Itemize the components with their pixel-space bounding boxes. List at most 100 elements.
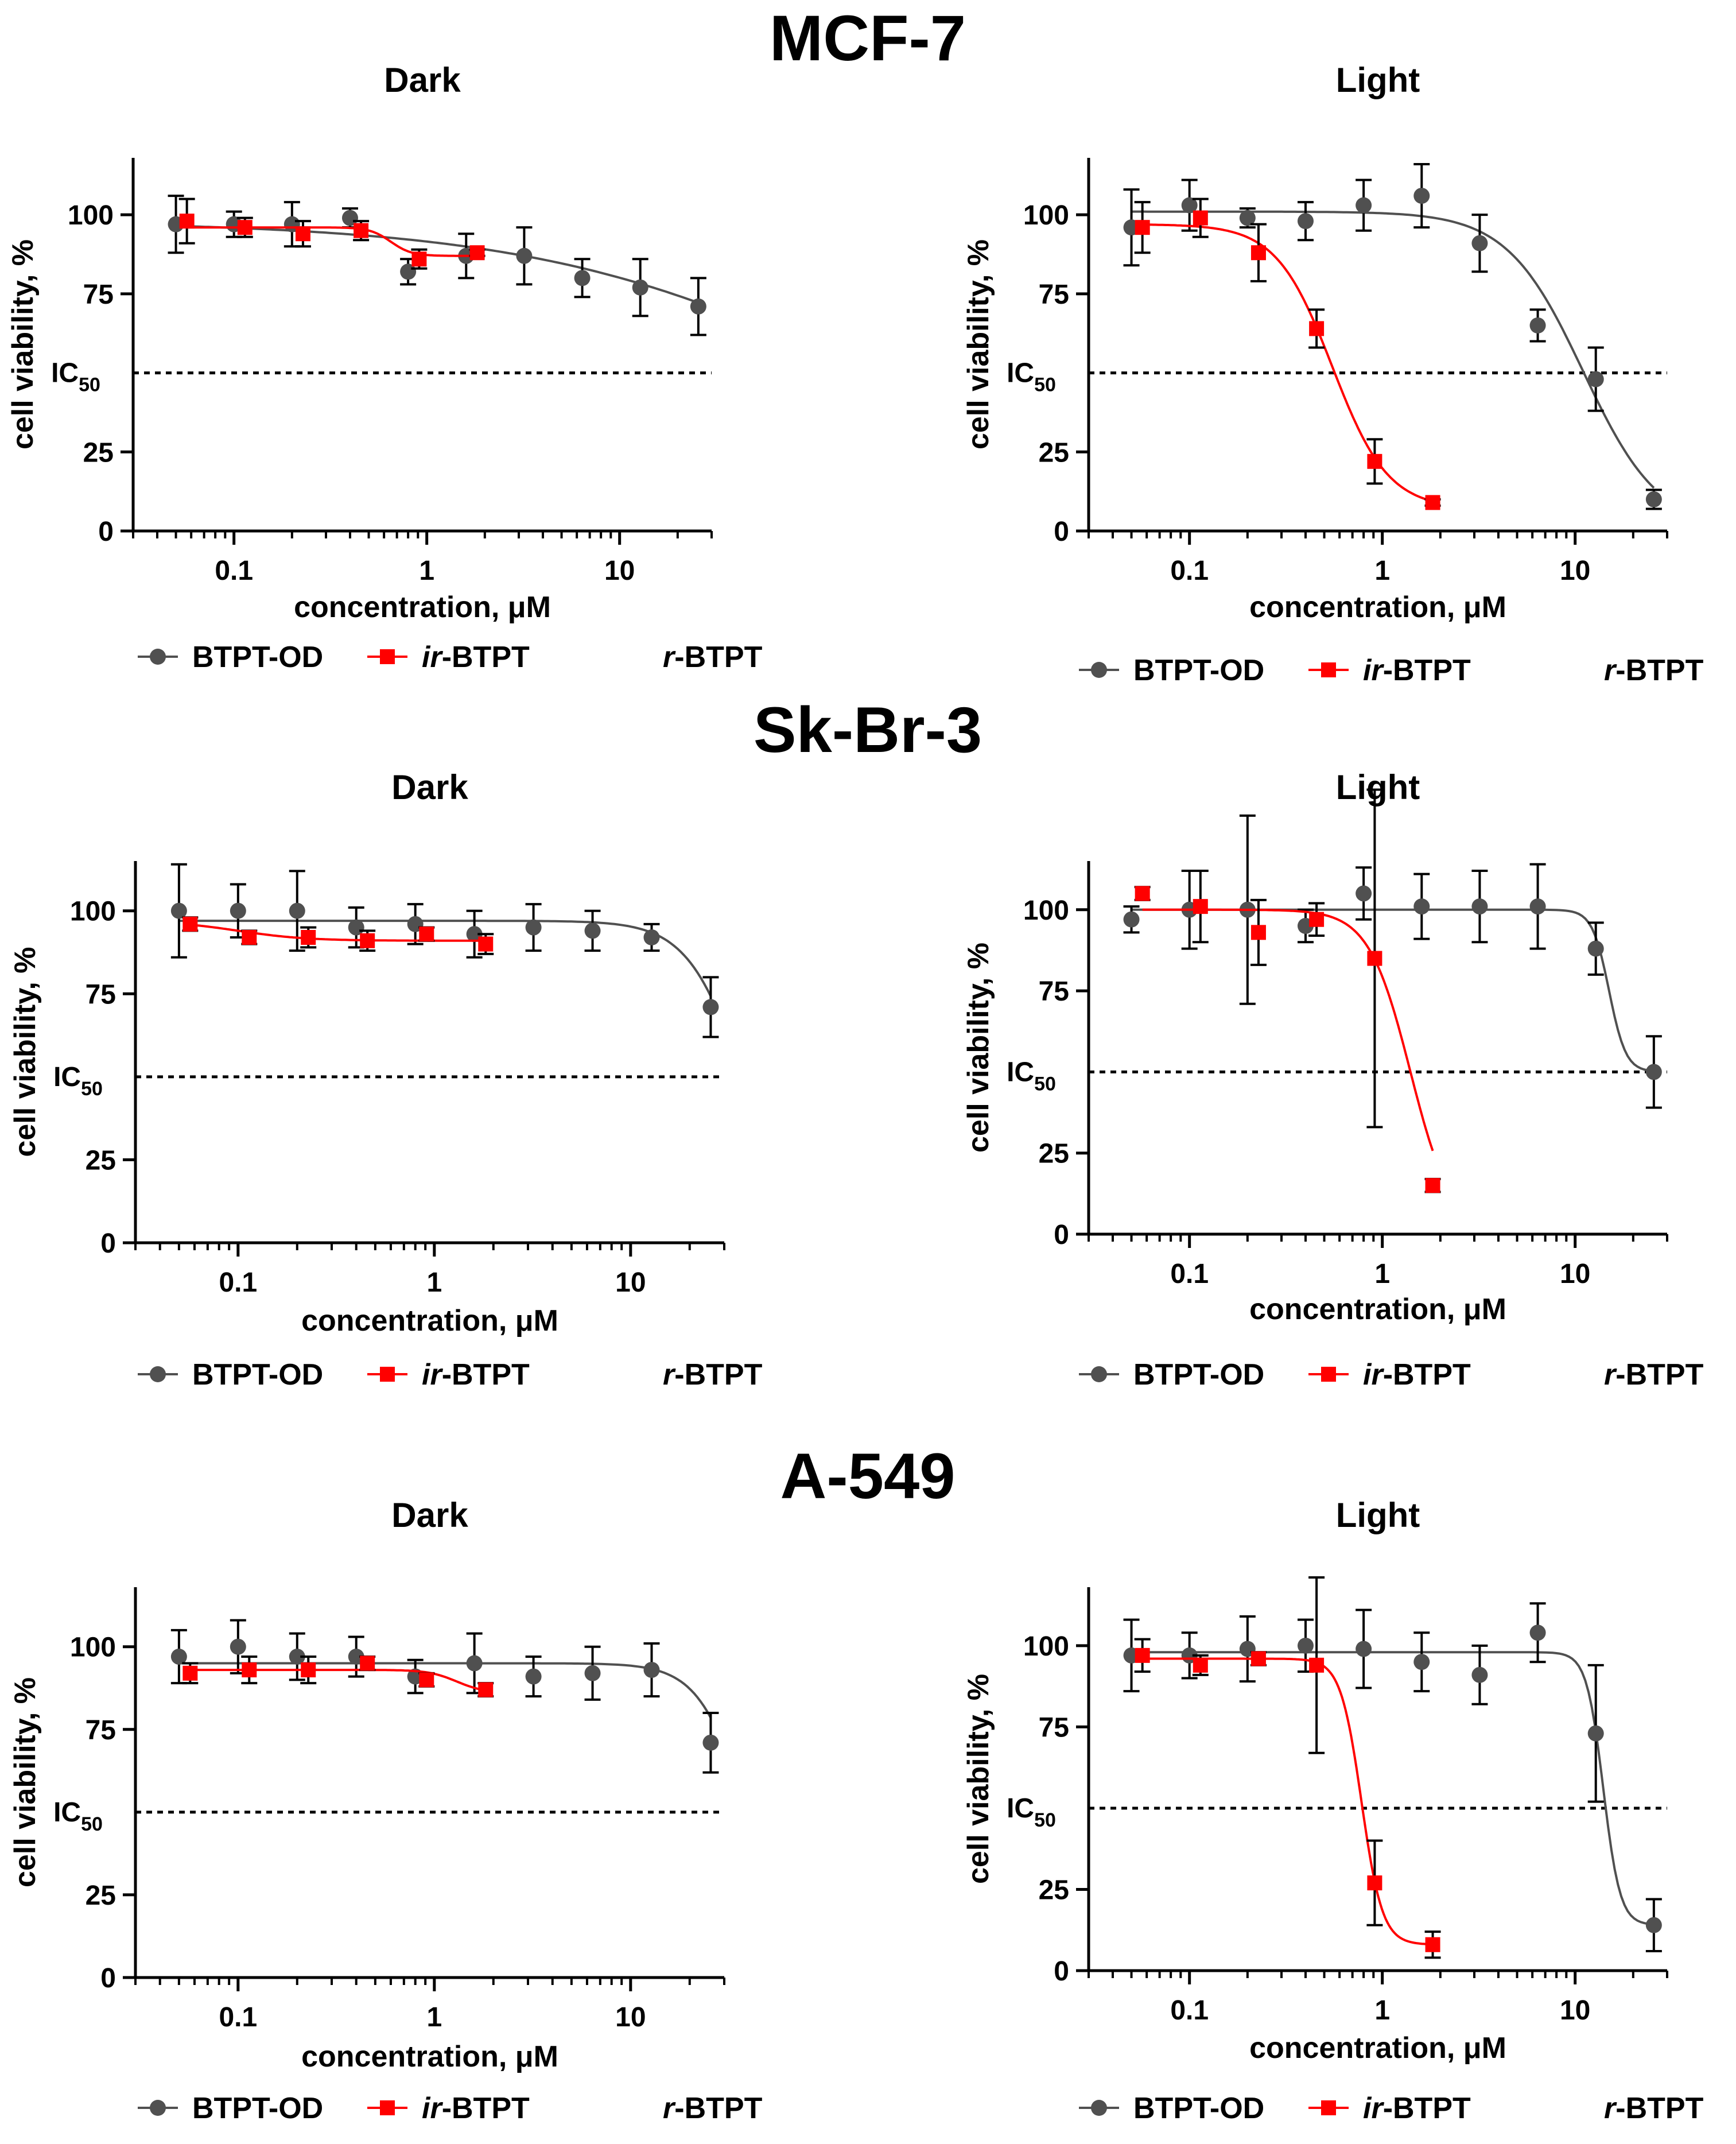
data-point (295, 226, 310, 242)
data-point (1239, 210, 1256, 226)
y-axis-label: cell viability, % (9, 947, 42, 1157)
x-tick-label: 10 (1560, 1259, 1590, 1289)
panel-title: Light (1336, 1496, 1420, 1534)
y-tick-label: 100 (68, 200, 114, 231)
fit-curve (1131, 908, 1655, 1072)
data-point (1135, 220, 1150, 235)
panel-title: Light (1336, 768, 1420, 807)
data-point (1193, 210, 1208, 226)
x-tick-label: 10 (1560, 556, 1590, 586)
panel-title: Light (1336, 61, 1420, 99)
chart-panel-mcf7-dark: Dark 0 25 75 100 IC50 0.1 1 10 concentration, μM c… (6, 61, 763, 674)
chart-panel-skbr3-light: Light 0 25 75 100 IC50 0.1 1 10 concentration, μM… (962, 768, 1704, 1391)
y-tick-label: 75 (86, 979, 116, 1010)
panel-title: Dark (384, 61, 461, 99)
data-point (1471, 235, 1488, 251)
series-ir-btpt (182, 916, 494, 955)
ic50-label: IC50 (53, 1797, 103, 1835)
x-axis-label: concentration, μM (294, 591, 551, 624)
legend-label-rest: -BTPT (674, 641, 762, 674)
legend-marker (1091, 662, 1107, 678)
ic50-subscript: 50 (81, 1078, 103, 1100)
data-point (411, 251, 427, 267)
data-point (289, 902, 305, 919)
data-point (1135, 1647, 1150, 1663)
chart-panel-mcf7-light: Light 0 25 75 100 IC50 0.1 1 10 concentration, μM… (962, 61, 1704, 687)
cell-line-title-a549: A-549 (780, 1440, 955, 1512)
data-point (1193, 899, 1208, 914)
legend-label: r-BTPT (1604, 1358, 1704, 1391)
x-tick-label: 1 (1374, 556, 1390, 586)
y-tick-label: 100 (1023, 1631, 1069, 1662)
data-point (182, 916, 198, 932)
data-point (1529, 1625, 1546, 1641)
fit-curve (1142, 1657, 1433, 1946)
fit-curve (190, 923, 486, 942)
x-axis-label: concentration, μM (1249, 591, 1506, 624)
legend-label: r-BTPT (1604, 654, 1704, 687)
y-tick-label: 25 (86, 1145, 116, 1176)
legend-label-rest: -BTPT (1383, 1358, 1471, 1391)
x-tick-label: 0.1 (219, 1267, 257, 1298)
legend-label-rest: -BTPT (1383, 2092, 1471, 2125)
y-tick-label: 100 (1023, 895, 1069, 926)
series-ir-btpt (1134, 788, 1441, 1193)
x-axis-label: concentration, μM (301, 2040, 558, 2073)
y-axis-label: cell viability, % (6, 239, 40, 449)
fit-curve (178, 1662, 712, 1719)
legend-label: BTPT-OD (192, 1358, 323, 1391)
y-tick-label: 25 (1039, 437, 1069, 468)
series-ir-btpt (182, 1656, 494, 1698)
x-tick-label: 10 (604, 556, 635, 586)
legend-label: ir-BTPT (422, 1358, 530, 1391)
legend-label: BTPT-OD (192, 641, 323, 674)
data-point (1529, 317, 1546, 334)
chart-panel-a549-light: Light 0 25 75 100 IC50 0.1 1 10 concentration, μM… (962, 1496, 1704, 2125)
data-point (1645, 1917, 1662, 1933)
data-point (690, 298, 706, 315)
data-point (525, 919, 542, 936)
data-point (170, 902, 187, 919)
fit-curve (1131, 1651, 1655, 1926)
y-tick-label: 25 (1039, 1875, 1069, 1905)
legend: BTPT-OD ir-BTPT r-BTPT (1079, 1358, 1704, 1391)
fit-curve (187, 226, 477, 257)
data-point (348, 919, 364, 936)
x-axis-label: concentration, μM (1249, 2031, 1506, 2065)
data-point (1645, 491, 1662, 507)
legend: BTPT-OD ir-BTPT r-BTPT (138, 1358, 763, 1391)
legend-label-italic: ir (422, 1358, 443, 1391)
legend-marker (1321, 662, 1336, 677)
data-point (466, 1655, 483, 1672)
panel-title: Dark (391, 1496, 468, 1534)
series-btpt-od (1123, 1602, 1662, 1953)
legend: BTPT-OD ir-BTPT r-BTPT (138, 641, 763, 674)
y-tick-label: 75 (1039, 976, 1069, 1007)
x-tick-label: 1 (1374, 1259, 1390, 1289)
series-ir-btpt (1134, 1576, 1441, 1959)
legend-marker (380, 2100, 395, 2115)
data-point (354, 223, 369, 238)
data-point (301, 1662, 316, 1678)
x-tick-label: 1 (1374, 1995, 1390, 2026)
y-tick-label: 100 (1023, 200, 1069, 231)
y-tick-label: 0 (1054, 1956, 1069, 1987)
legend-label-rest: -BTPT (1615, 2092, 1703, 2125)
x-tick-label: 10 (615, 1267, 646, 1298)
legend-marker (1321, 2100, 1336, 2115)
legend-label: ir-BTPT (422, 2092, 530, 2125)
cell-line-title-mcf7: MCF-7 (770, 2, 966, 74)
data-point (1587, 1725, 1604, 1742)
ic50-subscript: 50 (79, 374, 100, 396)
legend: BTPT-OD ir-BTPT r-BTPT (1079, 2092, 1704, 2125)
x-tick-label: 0.1 (215, 556, 253, 586)
legend-marker (150, 1366, 166, 1382)
legend-label-italic: r (1604, 1358, 1617, 1391)
fit-curve (1142, 908, 1434, 1152)
legend-label: ir-BTPT (1363, 1358, 1471, 1391)
x-tick-label: 1 (426, 1267, 442, 1298)
legend-label-italic: ir (1363, 654, 1384, 687)
legend-label: BTPT-OD (192, 2092, 323, 2125)
y-axis-label: cell viability, % (962, 239, 995, 449)
ic50-label: IC50 (53, 1062, 103, 1100)
